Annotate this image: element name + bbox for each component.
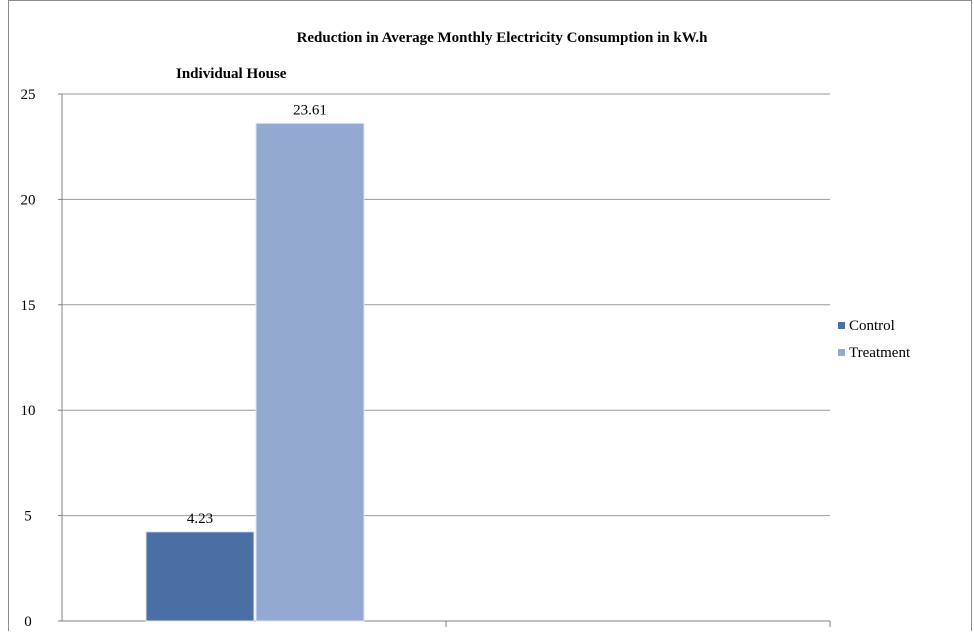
data-label-treatment: 23.61	[293, 102, 327, 118]
y-tick-label-20: 20	[21, 192, 36, 208]
chart-subtitle: Individual House	[176, 66, 287, 82]
y-tick-label-5: 5	[24, 509, 32, 525]
y-tick-label-25: 25	[21, 87, 36, 103]
legend-swatch-control	[838, 322, 845, 329]
legend-swatch-treatment	[838, 349, 845, 356]
gridlines	[62, 93, 830, 517]
legend-label-control: Control	[849, 318, 895, 334]
bar-treatment	[255, 122, 365, 622]
bar-control	[145, 531, 255, 622]
data-labels: 4.23 23.61	[187, 102, 327, 527]
y-tick-label-15: 15	[21, 298, 36, 314]
legend-label-treatment: Treatment	[849, 345, 911, 361]
data-label-control: 4.23	[187, 511, 213, 527]
legend: Control Treatment	[838, 318, 911, 361]
y-tick-label-0: 0	[24, 614, 32, 630]
chart-frame	[8, 0, 972, 631]
bars	[145, 122, 365, 622]
axes: 0 5 10 15 20 25	[21, 87, 831, 630]
y-tick-label-10: 10	[21, 403, 36, 419]
chart-title: Reduction in Average Monthly Electricity…	[297, 30, 709, 46]
